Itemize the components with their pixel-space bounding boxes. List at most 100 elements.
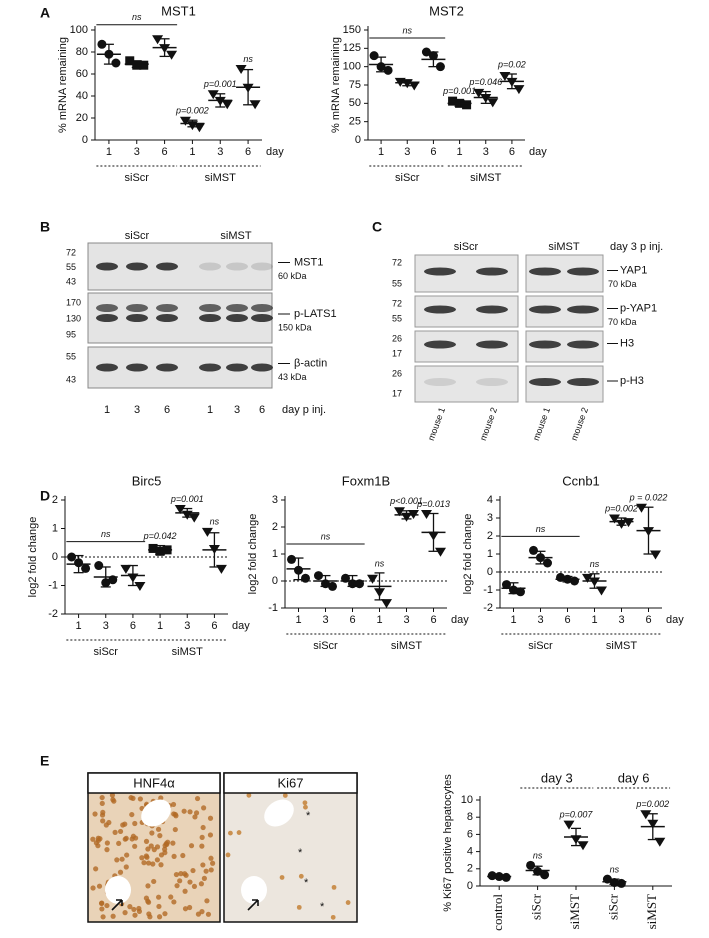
- data-point: [421, 47, 431, 57]
- nucleus: [192, 814, 198, 820]
- nucleus: [331, 884, 337, 890]
- band: [126, 363, 148, 372]
- nucleus: [99, 906, 105, 912]
- vessel: [241, 876, 267, 904]
- y-tick-label: 2: [52, 494, 58, 506]
- nucleus: [200, 824, 206, 831]
- lane-label: 1: [207, 404, 213, 416]
- data-point: [201, 527, 213, 537]
- y-axis-label: % mRNA remaining: [330, 37, 342, 133]
- nucleus: [143, 853, 149, 859]
- nucleus: [98, 900, 105, 906]
- p-value-label: ns: [375, 558, 385, 568]
- band: [226, 363, 248, 372]
- y-tick-label: 100: [70, 24, 88, 36]
- y-axis-label: % Ki67 positive hepatocytes: [442, 774, 454, 912]
- data-point: [166, 50, 178, 60]
- nucleus: [145, 846, 151, 852]
- x-tick-label: 6: [162, 146, 168, 158]
- data-point: [640, 810, 652, 820]
- y-axis-label: log2 fold change: [462, 514, 474, 595]
- data-point: [394, 507, 405, 517]
- y-tick-label: 2: [487, 530, 493, 542]
- band: [567, 340, 599, 349]
- y-tick-label: -2: [48, 608, 58, 620]
- y-tick-label: 150: [343, 24, 361, 36]
- data-point: [207, 90, 219, 100]
- nucleus: [168, 894, 174, 900]
- band: [126, 304, 148, 312]
- y-tick-label: 100: [343, 61, 361, 73]
- p-value-label: p=0.002: [635, 799, 669, 809]
- x-tick-label: 1: [591, 614, 597, 626]
- data-point: [570, 576, 579, 586]
- nucleus: [110, 913, 116, 919]
- nucleus: [95, 835, 101, 841]
- nucleus: [99, 794, 105, 801]
- p-value-label: p = 0.022: [629, 493, 668, 503]
- nucleus: [110, 797, 116, 803]
- mw-marker: 55: [66, 262, 76, 272]
- p-value-label: ns: [533, 851, 543, 861]
- p-value-label: p=0.001: [203, 79, 237, 89]
- mw-marker: 43: [66, 374, 76, 384]
- nucleus: [130, 795, 136, 801]
- data-point: [139, 60, 149, 70]
- x-tick-label: 3: [483, 146, 489, 158]
- band: [251, 304, 273, 312]
- y-tick-label: 8: [467, 811, 473, 823]
- x-tick-label: 3: [322, 614, 328, 626]
- group-label: siScr: [395, 172, 420, 184]
- protein-label: H3: [620, 337, 634, 349]
- nucleus: [302, 800, 308, 806]
- nucleus: [171, 899, 177, 905]
- data-point: [435, 547, 446, 557]
- y-tick-label: 0: [487, 566, 493, 578]
- nucleus: [137, 796, 143, 802]
- nucleus: [123, 835, 129, 841]
- protein-label: YAP1: [620, 264, 647, 276]
- lane-label: 1: [104, 404, 110, 416]
- y-tick-label: 4: [487, 494, 493, 506]
- nucleus: [207, 832, 214, 838]
- stain-label: Ki67: [277, 775, 303, 790]
- condition-label: siMST: [548, 241, 579, 253]
- nucleus: [122, 910, 128, 916]
- nucleus: [190, 867, 196, 874]
- data-point: [287, 554, 296, 564]
- vessel: [264, 799, 294, 827]
- nucleus: [201, 875, 207, 881]
- band: [156, 314, 178, 322]
- band: [156, 363, 178, 372]
- arrow: [111, 899, 123, 911]
- nucleus: [156, 914, 163, 920]
- band: [199, 363, 221, 372]
- data-point: [563, 820, 575, 830]
- panel-label: B: [40, 219, 50, 235]
- vessel: [105, 876, 131, 904]
- nucleus: [208, 867, 214, 873]
- y-tick-label: 3: [487, 512, 493, 524]
- x-tick-label: siMST: [644, 894, 659, 929]
- nucleus: [182, 906, 189, 912]
- data-point: [193, 123, 205, 133]
- band: [199, 262, 221, 271]
- nucleus: [173, 813, 179, 819]
- band: [96, 262, 118, 271]
- nucleus: [187, 809, 193, 815]
- protein-label: p-H3: [620, 375, 644, 387]
- nucleus: [92, 811, 98, 817]
- nucleus: [330, 914, 336, 920]
- data-point: [540, 870, 550, 880]
- condition-label: siMST: [220, 230, 251, 242]
- lane-label: mouse 1: [531, 406, 552, 442]
- y-axis-label: log2 fold change: [27, 517, 39, 598]
- x-tick-label: 3: [103, 620, 109, 632]
- lane-label: mouse 1: [426, 406, 447, 442]
- nucleus: [170, 840, 176, 846]
- nucleus: [130, 833, 136, 839]
- data-point: [235, 65, 247, 74]
- nucleus: [117, 869, 124, 875]
- nucleus: [199, 834, 205, 840]
- nucleus: [200, 862, 206, 868]
